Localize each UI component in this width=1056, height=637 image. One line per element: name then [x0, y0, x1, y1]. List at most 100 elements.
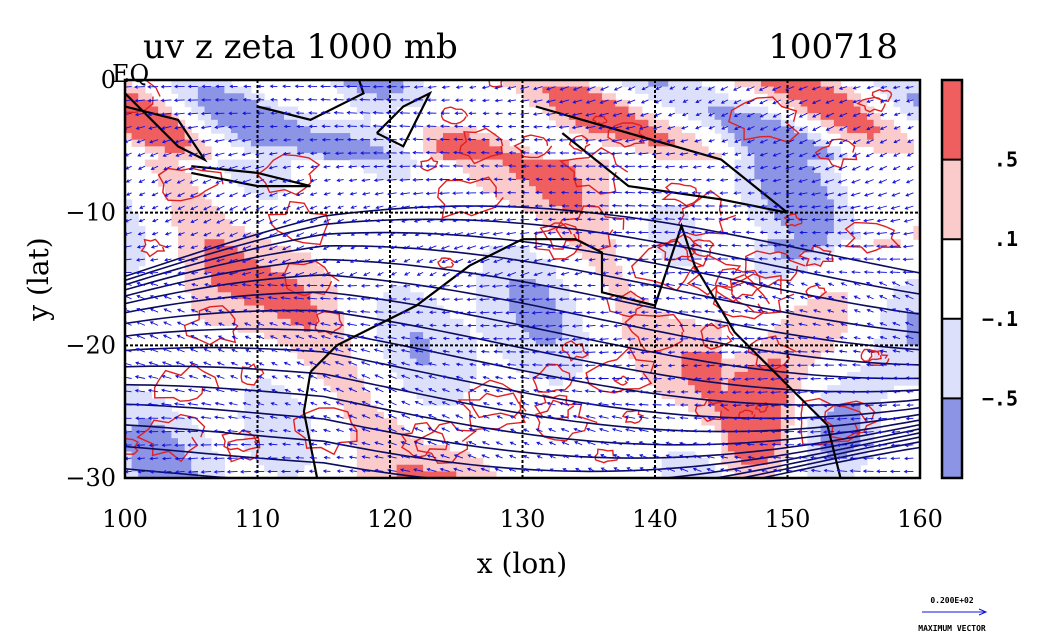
shade-cell: [701, 332, 709, 340]
shade-cell: [542, 172, 550, 181]
shade-cell: [880, 133, 888, 141]
shade-cell: [913, 338, 920, 346]
shade-cell: [370, 93, 378, 101]
wind-vector: [678, 165, 689, 169]
shade-cell: [257, 245, 265, 254]
wind-vector: [136, 321, 146, 326]
shade-cell: [443, 133, 451, 141]
shade-cell: [456, 385, 464, 393]
wind-vector: [125, 375, 132, 379]
shade-cell: [138, 398, 146, 406]
shade-cell: [224, 113, 232, 121]
shade-cell: [668, 225, 676, 234]
wind-vector: [361, 192, 371, 196]
shade-cell: [668, 259, 676, 267]
shade-cell: [727, 139, 736, 147]
wind-vector: [187, 84, 198, 89]
shade-cell: [542, 99, 550, 108]
shade-cell: [529, 80, 537, 88]
shade-cell: [668, 133, 676, 141]
wind-vector: [321, 137, 331, 142]
shade-cell: [290, 444, 298, 453]
wind-vector: [244, 375, 252, 379]
shade-cell: [562, 365, 570, 373]
wind-vector: [639, 376, 649, 381]
wind-vector: [677, 203, 689, 208]
shade-cell: [323, 119, 331, 128]
wind-vector: [481, 441, 490, 446]
shade-cell: [244, 444, 252, 453]
wind-vector: [268, 258, 278, 264]
shade-cell: [469, 371, 477, 380]
shade-cell: [456, 126, 464, 134]
wind-vector: [149, 271, 159, 275]
shade-cell: [429, 391, 437, 399]
wind-vector: [359, 322, 371, 327]
shade-cell: [303, 265, 312, 273]
shade-cell: [337, 385, 345, 393]
wind-vector: [611, 125, 622, 130]
shade-cell: [277, 385, 285, 393]
shade-cell: [164, 146, 172, 154]
shade-cell: [727, 391, 736, 399]
shade-cell: [549, 318, 557, 327]
wind-vector: [480, 467, 490, 472]
wind-vector: [361, 400, 371, 406]
shade-cell: [913, 351, 920, 360]
shade-cell: [529, 265, 537, 273]
shade-cell: [814, 152, 822, 161]
wind-vector: [440, 440, 450, 446]
wind-vector: [267, 295, 278, 300]
wind-vector: [667, 337, 675, 341]
shade-cell: [423, 133, 431, 141]
shade-cell: [138, 252, 146, 260]
wind-vector: [523, 441, 530, 446]
wind-vector: [531, 337, 543, 341]
shade-cell: [489, 139, 497, 147]
wind-vector: [467, 336, 477, 341]
wind-vector: [136, 245, 145, 249]
wind-vector: [230, 375, 238, 379]
shade-cell: [144, 411, 153, 419]
shade-cell: [489, 172, 497, 181]
shade-cell: [237, 99, 245, 108]
wind-vector: [599, 230, 609, 235]
shade-cell: [741, 405, 749, 413]
shade-cell: [270, 464, 278, 472]
shade-cell: [264, 385, 272, 393]
wind-vector: [162, 470, 172, 474]
shade-cell: [814, 312, 822, 320]
shade-cell: [681, 318, 689, 327]
wind-vector: [320, 322, 331, 326]
shade-cell: [668, 86, 676, 94]
wind-vector: [375, 205, 384, 210]
shade-cell: [794, 152, 802, 161]
wind-vector: [482, 428, 490, 433]
wind-vector: [428, 245, 437, 250]
shade-cell: [237, 126, 245, 134]
shade-cell: [125, 458, 133, 466]
shade-cell: [317, 345, 325, 353]
shade-cell: [178, 93, 186, 101]
wind-vector: [257, 388, 265, 393]
shade-cell: [774, 358, 782, 366]
shade-cell: [277, 285, 285, 293]
wind-vector: [677, 243, 689, 248]
wind-vector: [664, 190, 675, 195]
wind-vector: [637, 230, 649, 235]
shade-cell: [820, 99, 828, 108]
wind-vector: [176, 334, 185, 340]
wind-vector: [439, 218, 450, 223]
wind-vector: [413, 218, 424, 223]
shade-cell: [297, 338, 305, 346]
shade-cell: [356, 418, 365, 426]
wind-vector: [268, 165, 278, 170]
shade-cell: [370, 159, 378, 167]
shade-cell: [827, 305, 835, 313]
shade-cell: [734, 99, 742, 108]
shade-cell: [310, 292, 318, 300]
shade-cell: [343, 338, 351, 346]
wind-vector: [492, 218, 503, 222]
shade-cell: [277, 146, 285, 154]
wind-vector: [587, 467, 596, 472]
